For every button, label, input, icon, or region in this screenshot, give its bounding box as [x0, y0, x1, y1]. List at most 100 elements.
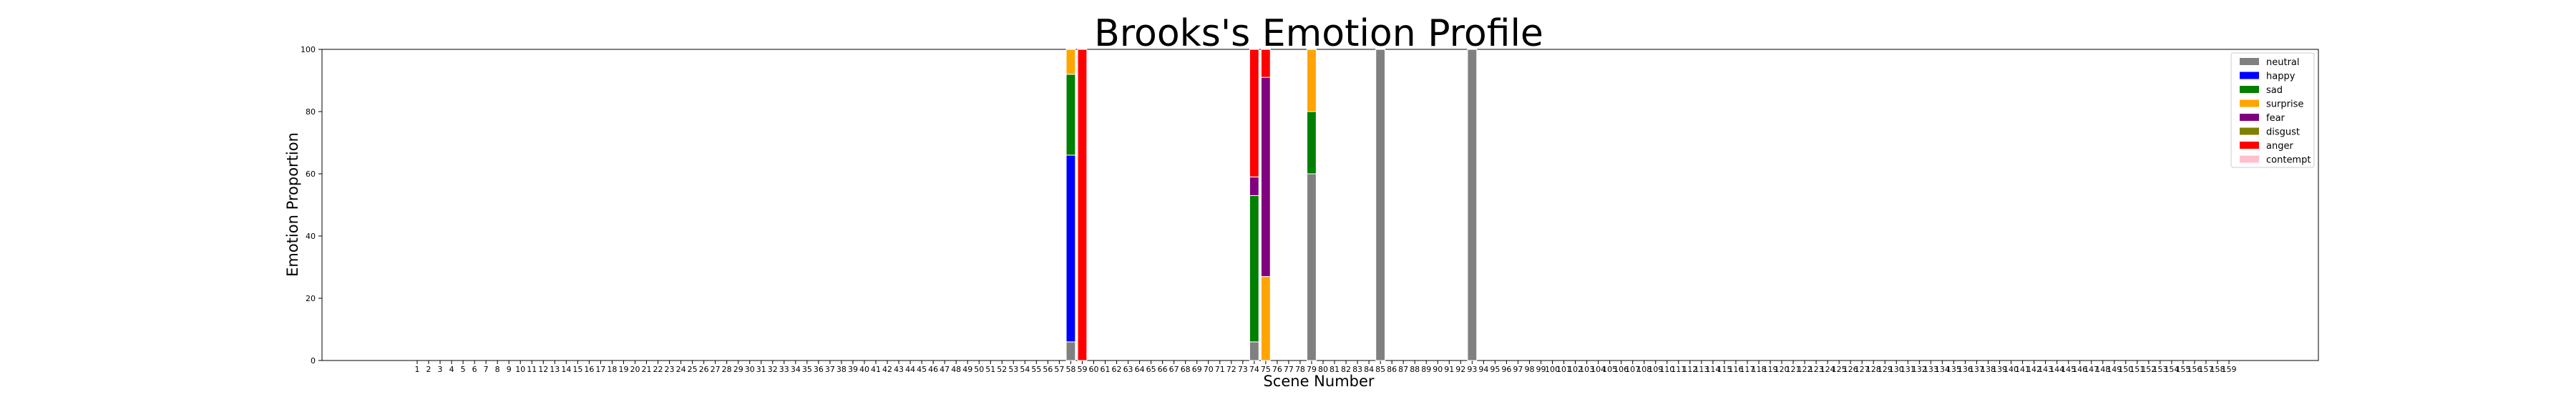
legend-label-surprise: surprise	[2266, 99, 2303, 110]
bar-segment-scene-79-surprise	[1307, 49, 1317, 112]
x-tick-label: 102	[1568, 365, 1583, 374]
legend-label-anger: anger	[2266, 141, 2293, 152]
x-tick-label: 147	[2084, 365, 2099, 374]
x-tick-label: 79	[1307, 365, 1317, 374]
x-tick-label: 18	[607, 365, 617, 374]
x-tick-label: 38	[836, 365, 847, 374]
x-tick-label: 118	[1751, 365, 1766, 374]
x-tick-label: 138	[1981, 365, 1996, 374]
x-tick-label: 34	[791, 365, 801, 374]
x-tick-label: 81	[1330, 365, 1340, 374]
x-tick-label: 29	[733, 365, 743, 374]
x-tick-label: 22	[653, 365, 663, 374]
x-tick-label: 109	[1648, 365, 1663, 374]
x-tick-label: 19	[618, 365, 628, 374]
x-tick-label: 14	[561, 365, 571, 374]
legend-swatch-sad	[2240, 86, 2259, 93]
x-tick-label: 45	[917, 365, 927, 374]
x-tick-label: 27	[711, 365, 721, 374]
x-tick-label: 110	[1659, 365, 1674, 374]
x-tick-label: 4	[449, 365, 454, 374]
x-tick-label: 32	[768, 365, 778, 374]
x-tick-label: 86	[1387, 365, 1397, 374]
legend-label-disgust: disgust	[2266, 127, 2300, 138]
x-tick-label: 101	[1556, 365, 1571, 374]
x-axis: 1 2 3 4 5 6 7 8 9 10 11 12 13 14 15 16 17 18 19 20 21 22 23 24 2…	[415, 360, 2237, 374]
x-tick-label: 65	[1146, 365, 1156, 374]
y-tick-label: 80	[306, 107, 316, 117]
y-axis: 0 20 40 60 80 100	[301, 45, 322, 366]
x-tick-label: 119	[1762, 365, 1777, 374]
bar-segment-scene-79-sad	[1307, 111, 1317, 175]
x-tick-label: 76	[1272, 365, 1282, 374]
x-tick-label: 143	[2038, 365, 2053, 374]
x-tick-label: 66	[1158, 365, 1168, 374]
x-tick-label: 84	[1364, 365, 1374, 374]
x-tick-label: 127	[1855, 365, 1870, 374]
x-tick-label: 131	[1901, 365, 1916, 374]
x-tick-label: 41	[871, 365, 881, 374]
x-tick-label: 13	[550, 365, 560, 374]
x-tick-label: 115	[1717, 365, 1732, 374]
plot-frame	[321, 49, 2319, 361]
legend-swatch-disgust	[2240, 127, 2259, 135]
bar-segment-scene-58-neutral	[1065, 341, 1076, 361]
x-tick-label: 60	[1088, 365, 1098, 374]
bar-segment-scene-74-anger	[1249, 49, 1259, 177]
x-tick-label: 54	[1020, 365, 1030, 374]
x-tick-label: 56	[1043, 365, 1053, 374]
x-tick-label: 50	[974, 365, 984, 374]
x-tick-label: 25	[688, 365, 698, 374]
x-tick-label: 90	[1433, 365, 1443, 374]
bar-segment-scene-58-happy	[1065, 154, 1076, 343]
x-tick-label: 92	[1455, 365, 1465, 374]
x-tick-label: 28	[722, 365, 732, 374]
x-tick-label: 52	[997, 365, 1007, 374]
x-tick-label: 78	[1295, 365, 1305, 374]
x-tick-label: 135	[1946, 365, 1961, 374]
x-tick-label: 71	[1215, 365, 1225, 374]
bar-segment-scene-79-neutral	[1307, 173, 1317, 361]
legend-swatch-anger	[2240, 142, 2259, 149]
x-tick-label: 89	[1421, 365, 1431, 374]
x-tick-label: 123	[1809, 365, 1824, 374]
bar-segment-scene-85-neutral	[1375, 49, 1386, 361]
x-tick-label: 9	[507, 365, 512, 374]
bar-segment-scene-58-surprise	[1065, 49, 1076, 75]
x-tick-label: 132	[1912, 365, 1927, 374]
x-tick-label: 129	[1878, 365, 1893, 374]
legend-swatch-contempt	[2240, 155, 2259, 163]
x-tick-label: 112	[1682, 365, 1697, 374]
x-tick-label: 64	[1135, 365, 1145, 374]
x-tick-label: 55	[1031, 365, 1041, 374]
x-tick-label: 159	[2222, 365, 2237, 374]
x-tick-label: 155	[2175, 365, 2190, 374]
bar-segment-scene-74-sad	[1249, 195, 1259, 343]
x-tick-label: 158	[2210, 365, 2225, 374]
x-tick-label: 20	[630, 365, 640, 374]
x-tick-label: 117	[1740, 365, 1755, 374]
bar-segment-scene-58-sad	[1065, 74, 1076, 156]
legend-swatch-neutral	[2240, 58, 2259, 65]
x-tick-label: 74	[1249, 365, 1259, 374]
x-tick-label: 51	[985, 365, 995, 374]
x-tick-label: 148	[2095, 365, 2110, 374]
x-tick-label: 137	[1969, 365, 1984, 374]
x-tick-label: 108	[1636, 365, 1652, 374]
x-tick-label: 125	[1832, 365, 1847, 374]
bar-segment-scene-75-surprise	[1260, 276, 1271, 361]
x-tick-label: 113	[1694, 365, 1709, 374]
x-tick-label: 7	[484, 365, 489, 374]
x-tick-label: 140	[2004, 365, 2019, 374]
x-tick-label: 157	[2198, 365, 2213, 374]
legend-swatch-happy	[2240, 72, 2259, 79]
legend-swatch-fear	[2240, 114, 2259, 121]
x-tick-label: 95	[1490, 365, 1500, 374]
x-tick-label: 146	[2072, 365, 2087, 374]
x-tick-label: 35	[802, 365, 812, 374]
bar-segment-scene-93-neutral	[1467, 49, 1478, 361]
x-tick-label: 94	[1478, 365, 1488, 374]
x-tick-label: 37	[825, 365, 835, 374]
x-tick-label: 70	[1204, 365, 1214, 374]
legend-label-contempt: contempt	[2266, 155, 2311, 166]
